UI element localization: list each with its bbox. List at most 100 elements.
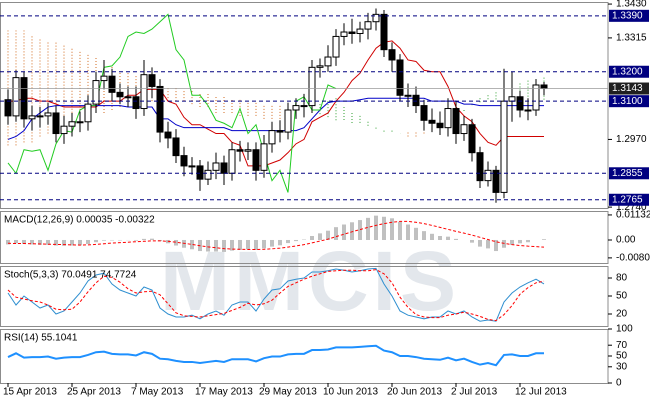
histogram-bar (430, 233, 434, 240)
level-label: 1.2855 (612, 168, 643, 179)
histogram-bar (22, 239, 26, 244)
candle-body (516, 96, 524, 111)
level-label-box (609, 193, 649, 206)
candle-body (228, 149, 236, 174)
histogram-bar (310, 236, 314, 240)
candle-body (364, 21, 372, 30)
candle-body (260, 143, 268, 171)
histogram-bar (326, 230, 330, 240)
histogram-bar (526, 239, 530, 243)
histogram-bar (454, 238, 458, 240)
candle-body (84, 103, 92, 123)
candle-body (460, 124, 468, 135)
histogram-bar (390, 218, 394, 240)
candle-body (420, 105, 428, 121)
candle-body (532, 84, 540, 111)
candle-body (540, 84, 548, 90)
histogram-bar (182, 239, 186, 248)
histogram-bar (438, 236, 442, 240)
histogram-bar (286, 239, 290, 244)
y-tick-label: 100 (616, 324, 633, 335)
y-tick-label: 1.3315 (616, 33, 647, 44)
histogram-bar (206, 239, 210, 252)
candle-body (404, 94, 412, 97)
histogram-bar (174, 239, 178, 246)
indicator-line (7, 267, 545, 322)
candle-body (388, 49, 396, 61)
candle-body (156, 85, 164, 133)
histogram-bar (350, 222, 354, 240)
candle-body (116, 91, 124, 98)
histogram-bar (294, 239, 298, 242)
candle-body (332, 35, 340, 58)
x-tick-label: 20 Jun 2013 (387, 387, 442, 398)
candle-body (268, 130, 276, 145)
last-price-label: 1.3143 (612, 83, 643, 94)
histogram-bar (334, 227, 338, 240)
candle-body (236, 149, 244, 152)
histogram-bar (406, 224, 410, 240)
candle-body (292, 105, 300, 111)
candle-body (452, 108, 460, 135)
candle-body (212, 162, 220, 171)
x-tick-label: 10 Jun 2013 (323, 387, 378, 398)
candle-body (276, 130, 284, 133)
histogram-bar (398, 221, 402, 240)
candle-body (172, 137, 180, 157)
level-label: 1.3390 (612, 10, 643, 21)
candle-body (132, 96, 140, 110)
panel-frame (0, 2, 609, 209)
candle-body (524, 109, 532, 112)
candle-body (140, 74, 148, 110)
candle-body (444, 108, 452, 129)
histogram-bar (78, 239, 82, 246)
candle-body (196, 165, 204, 180)
histogram-bar (414, 227, 418, 240)
histogram-bar (374, 215, 378, 240)
panel-title: Stoch(5,3,3) 70.0491 74.7724 (4, 270, 137, 281)
histogram-bar (262, 239, 266, 249)
x-tick-label: 2 Jul 2013 (451, 387, 498, 398)
indicator-line (7, 344, 545, 367)
histogram-bar (422, 231, 426, 240)
level-label: 1.3200 (612, 66, 643, 77)
panel-frame (0, 211, 609, 264)
histogram-bar (6, 239, 10, 245)
panel-title: RSI(14) 55.1041 (4, 333, 78, 344)
candle-body (356, 28, 364, 34)
histogram-bar (494, 239, 498, 252)
histogram-bar (230, 239, 234, 251)
histogram-bar (358, 220, 362, 240)
candle-body (148, 74, 156, 87)
histogram-bar (518, 239, 522, 244)
indicator-line (7, 269, 545, 322)
candle-body (396, 59, 404, 96)
indicator-line (7, 97, 544, 140)
candle-body (100, 75, 108, 82)
candle-body (92, 80, 100, 105)
candle-body (220, 162, 228, 174)
histogram-bar (222, 239, 226, 252)
histogram-bar (94, 239, 98, 243)
candle-body (44, 112, 52, 117)
y-tick-label: 0.00 (616, 235, 636, 246)
histogram-bar (86, 239, 90, 244)
x-tick-label: 15 Apr 2013 (3, 387, 57, 398)
y-tick-label: 20 (616, 309, 628, 320)
level-label-box (609, 167, 649, 180)
candle-body (204, 169, 212, 180)
candle-body (164, 131, 172, 139)
candle-body (180, 155, 188, 167)
candle-body (500, 100, 508, 193)
histogram-bar (486, 239, 490, 249)
histogram-bar (270, 239, 274, 247)
histogram-bar (30, 239, 34, 245)
y-tick-label: 50 (616, 291, 628, 302)
y-tick-label: 0 (616, 378, 622, 389)
candle-body (436, 122, 444, 129)
candle-body (252, 149, 260, 171)
histogram-bar (46, 239, 50, 245)
histogram-bar (502, 239, 506, 248)
candle-body (20, 77, 28, 120)
